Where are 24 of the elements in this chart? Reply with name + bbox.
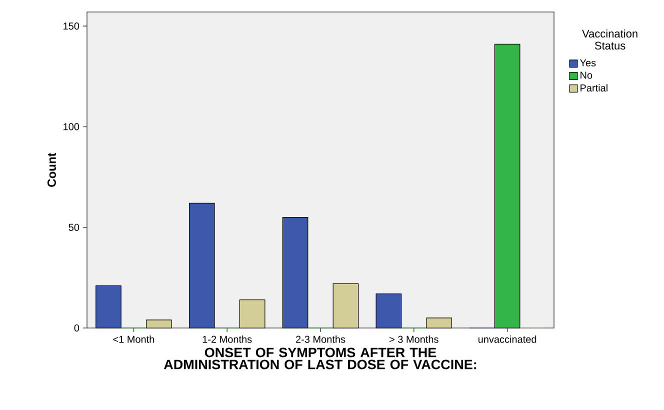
bar <box>332 283 359 328</box>
y-tick-label: 0 <box>74 324 80 332</box>
x-tick-label: 2-3 Months <box>296 336 346 343</box>
legend-title: Vaccination Status <box>582 29 638 50</box>
bar <box>239 300 266 328</box>
bar <box>282 216 308 328</box>
x-tick-label: unvaccinated <box>478 336 536 343</box>
y-tick-label: 50 <box>68 224 80 231</box>
x-tick-label: > 3 Months <box>390 336 438 343</box>
y-tick-label: 100 <box>64 123 80 130</box>
legend-label: Partial <box>580 84 608 92</box>
bar <box>96 285 122 328</box>
legend-label: No <box>580 72 592 79</box>
bar <box>426 318 452 328</box>
x-tick-label: 1-2 Months <box>202 336 252 343</box>
bar <box>188 202 215 328</box>
bar <box>494 44 520 328</box>
bar <box>146 320 172 328</box>
x-tick-label: <1 Month <box>113 336 154 343</box>
x-axis-title: ONSET OF SYMPTOMS AFTER THE ADMINISTRATION OF LAST DOSE OF VACCINE: <box>164 348 476 370</box>
y-axis-title: Count <box>47 152 56 187</box>
legend-label: Yes <box>580 59 596 66</box>
y-tick-label: 150 <box>64 22 80 30</box>
bar <box>376 293 402 328</box>
